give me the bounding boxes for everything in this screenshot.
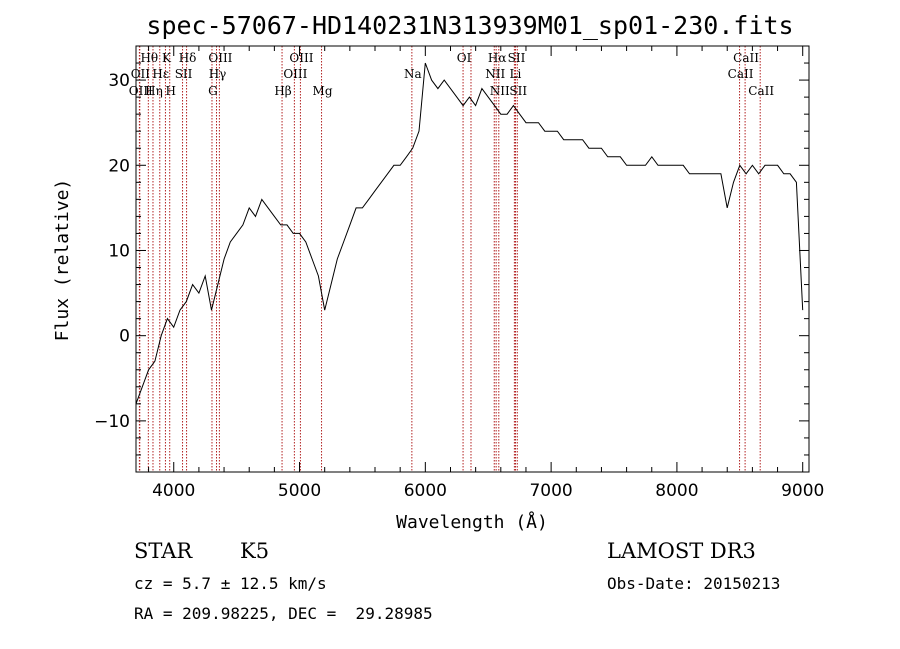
x-tick-label: 7000 xyxy=(529,481,572,501)
line-marker-label: K xyxy=(162,51,172,65)
line-marker-label: OII xyxy=(131,67,151,81)
line-marker-label: OIII xyxy=(283,67,307,81)
x-tick-label: 4000 xyxy=(152,481,195,501)
object-subclass: K5 xyxy=(240,539,270,563)
line-marker-label: SII xyxy=(508,51,526,65)
y-axis-ticks: −10 0 10 20 30 xyxy=(94,45,809,456)
x-tick-label: 6000 xyxy=(404,481,447,501)
line-marker-label: OIII xyxy=(129,84,153,98)
y-tick-label: 20 xyxy=(108,156,130,176)
y-tick-label: 10 xyxy=(108,241,130,261)
line-marker-label: Li xyxy=(509,67,521,81)
line-marker-label: Hβ xyxy=(274,84,291,98)
y-tick-label: 0 xyxy=(119,327,130,347)
line-marker-label: SII xyxy=(509,84,527,98)
line-marker-label: Hη xyxy=(145,84,163,98)
line-marker-label: Hδ xyxy=(179,51,197,65)
line-marker-label: Hα xyxy=(488,51,507,65)
line-marker-label: CaII xyxy=(748,84,774,98)
line-marker-label: SII xyxy=(175,67,193,81)
line-marker-label: Na xyxy=(404,67,422,81)
object-class: STAR xyxy=(134,539,193,563)
line-marker-label: Hθ xyxy=(140,51,158,65)
y-tick-label: 30 xyxy=(108,71,130,91)
spectral-line-markers xyxy=(138,46,761,472)
plot-frame xyxy=(135,45,810,473)
line-marker-label: G xyxy=(208,84,218,98)
line-marker-label: Hε xyxy=(152,67,169,81)
sky-coordinates: RA = 209.98225, DEC = 29.28985 xyxy=(134,604,433,623)
spectrum-line xyxy=(135,62,804,404)
line-marker-label: OIII xyxy=(289,51,313,65)
x-axis-label: Wavelength (Å) xyxy=(396,511,548,533)
observation-date: Obs-Date: 20150213 xyxy=(607,574,781,593)
x-tick-label: 5000 xyxy=(278,481,321,501)
line-marker-label: OIII xyxy=(208,51,232,65)
survey-name: LAMOST DR3 xyxy=(607,539,756,563)
x-tick-label: 9000 xyxy=(781,481,824,501)
line-marker-label: H xyxy=(165,84,175,98)
line-marker-label: CaII xyxy=(728,67,754,81)
y-tick-label: −10 xyxy=(94,412,130,432)
redshift-velocity: cz = 5.7 ± 12.5 km/s xyxy=(134,574,327,593)
line-marker-label: Hγ xyxy=(209,67,227,81)
y-axis-label: Flux (relative) xyxy=(52,179,73,342)
line-marker-label: NII xyxy=(485,67,505,81)
line-marker-label: OI xyxy=(457,51,472,65)
spectrum-series xyxy=(135,62,804,404)
x-tick-label: 8000 xyxy=(655,481,698,501)
x-axis-ticks: 4000 5000 6000 7000 8000 9000 xyxy=(148,46,824,501)
chart-title: spec-57067-HD140231N313939M01_sp01-230.f… xyxy=(146,11,793,40)
line-marker-label: CaII xyxy=(733,51,759,65)
line-marker-label: Mg xyxy=(313,84,333,98)
line-marker-label: NII xyxy=(490,84,510,98)
